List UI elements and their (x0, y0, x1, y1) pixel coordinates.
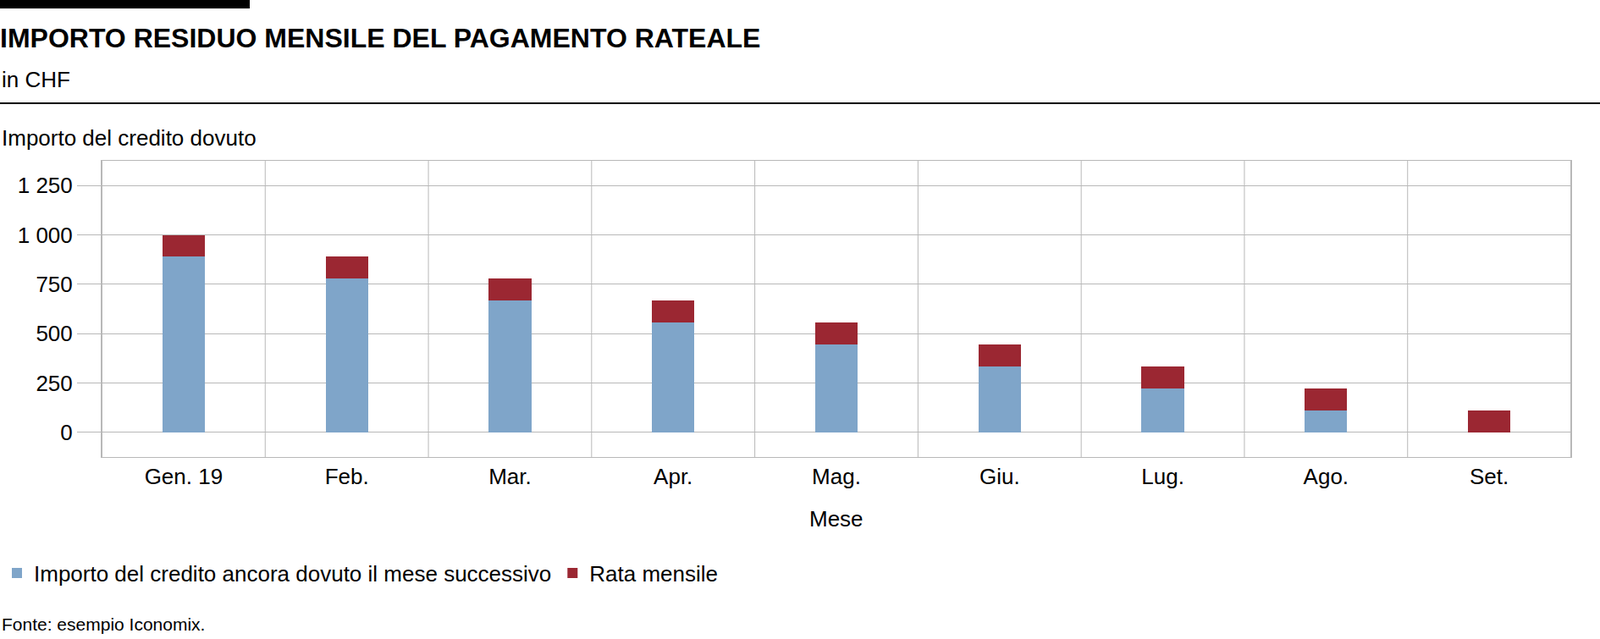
svg-text:250: 250 (35, 370, 72, 397)
svg-text:1 250: 1 250 (17, 172, 73, 199)
svg-text:Mese: Mese (809, 506, 864, 532)
svg-text:750: 750 (35, 271, 72, 298)
svg-text:Ago.: Ago. (1303, 463, 1350, 490)
svg-text:Fonte: esempio Iconomix.: Fonte: esempio Iconomix. (1, 614, 205, 635)
svg-text:Mag.: Mag. (811, 463, 861, 490)
svg-text:Feb.: Feb. (325, 463, 370, 490)
svg-text:500: 500 (35, 320, 72, 347)
svg-text:Mar.: Mar. (488, 463, 532, 490)
svg-text:Gen. 19: Gen. 19 (144, 463, 224, 490)
svg-text:Rata mensile: Rata mensile (589, 561, 718, 587)
svg-text:Lug.: Lug. (1141, 463, 1185, 490)
svg-text:1 000: 1 000 (17, 222, 73, 249)
svg-text:in CHF: in CHF (1, 66, 71, 93)
svg-text:Set.: Set. (1469, 463, 1509, 490)
svg-text:Apr.: Apr. (653, 463, 693, 490)
svg-text:IMPORTO RESIDUO MENSILE DEL PA: IMPORTO RESIDUO MENSILE DEL PAGAMENTO RA… (0, 22, 761, 54)
svg-text:Importo del credito ancora dov: Importo del credito ancora dovuto il mes… (33, 561, 552, 587)
svg-text:0: 0 (60, 419, 72, 446)
svg-text:Giu.: Giu. (979, 463, 1021, 490)
svg-text:Importo del credito dovuto: Importo del credito dovuto (1, 125, 257, 151)
